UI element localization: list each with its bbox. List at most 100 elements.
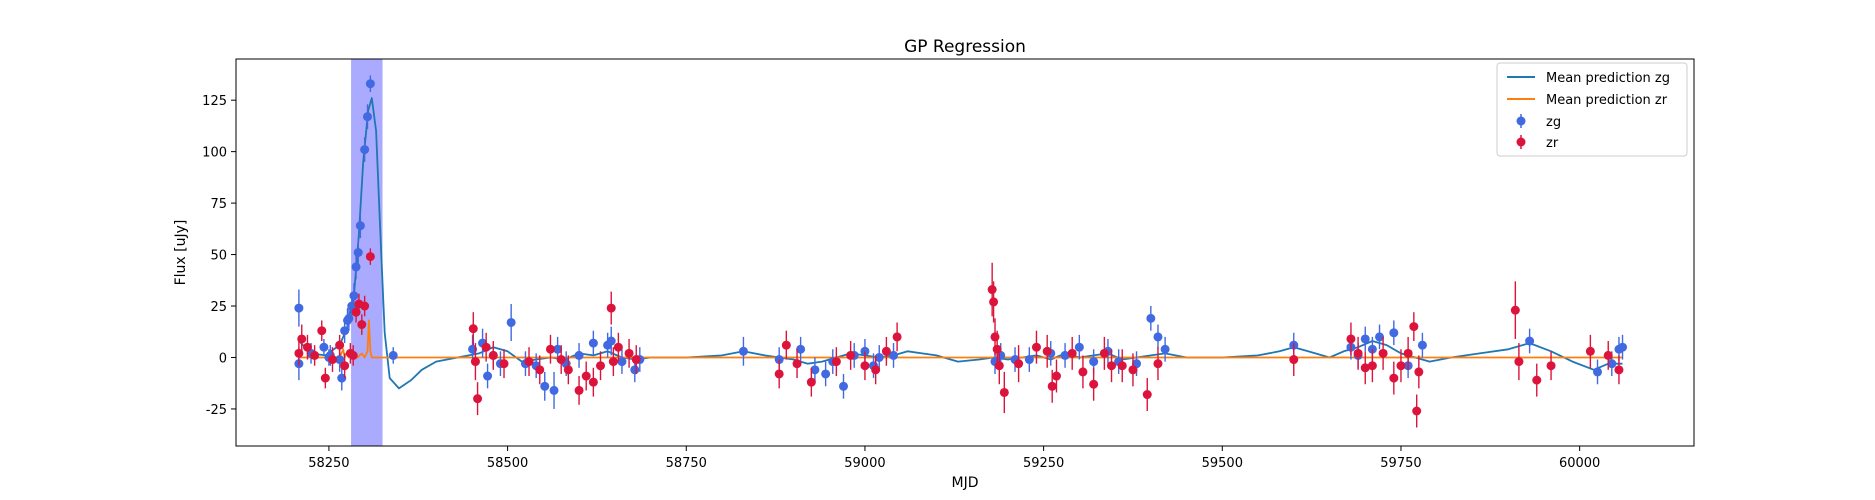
point-zg [1146, 313, 1156, 323]
point-zg [588, 338, 598, 348]
point-zr [1614, 365, 1624, 375]
point-zg [574, 350, 584, 360]
point-zr [556, 355, 566, 365]
point-zg [294, 303, 304, 313]
point-zr [581, 371, 591, 381]
legend-label-zg: zg [1546, 115, 1561, 130]
x-axis-ticks: 58250 58500 58750 59000 59250 59500 59750 60000 [308, 446, 1600, 471]
point-zr [987, 285, 997, 295]
point-zr [317, 326, 327, 336]
point-zr [310, 350, 320, 360]
point-zg [319, 342, 329, 352]
point-zg [549, 385, 559, 395]
point-zg [1060, 350, 1070, 360]
point-zr [1360, 363, 1370, 373]
point-zr [1107, 361, 1117, 371]
point-zg [630, 365, 640, 375]
point-zg [351, 262, 361, 272]
point-zr [846, 350, 856, 360]
y-tick-label: 50 [210, 249, 227, 264]
point-zr [545, 344, 555, 354]
point-zr [1603, 350, 1613, 360]
point-zr [1117, 361, 1127, 371]
point-zg [353, 248, 363, 257]
point-zr [1047, 381, 1057, 391]
point-zg [506, 317, 516, 327]
point-zg [889, 350, 899, 360]
point-zg [363, 112, 373, 122]
point-zr [1396, 361, 1406, 371]
point-zr [499, 359, 509, 369]
point-zr [365, 252, 375, 262]
y-tick-label: 25 [210, 300, 227, 315]
point-zr [348, 350, 358, 360]
x-tick-label: 59250 [1023, 456, 1064, 471]
point-zr [608, 357, 618, 367]
point-zr [1031, 342, 1041, 352]
point-zg [1618, 342, 1628, 352]
series-layer [294, 75, 1628, 428]
point-zg [1607, 359, 1617, 369]
point-zg [606, 336, 616, 346]
point-zr [989, 297, 999, 307]
y-tick-label: 125 [202, 94, 227, 109]
point-zr [1078, 367, 1088, 377]
point-zr [1099, 348, 1109, 358]
y-axis-label: Flux [uJy] [173, 220, 189, 286]
point-zr [999, 387, 1009, 397]
point-zr [340, 361, 350, 371]
point-zr [631, 355, 641, 365]
point-zr [881, 346, 891, 356]
legend-label-mean-zr: Mean prediction zr [1546, 93, 1668, 108]
point-zr [1367, 361, 1377, 371]
point-zg [1153, 332, 1163, 342]
point-zg [796, 344, 806, 354]
point-zr [1014, 359, 1024, 369]
point-zr [1389, 373, 1399, 383]
point-zr [806, 377, 816, 387]
y-tick-label: 75 [210, 197, 227, 212]
point-zg [483, 371, 493, 381]
point-zr [1412, 406, 1422, 416]
point-zg [1593, 367, 1603, 377]
line-mean-prediction-zr [298, 319, 1623, 359]
point-zr [1353, 348, 1363, 358]
point-zg [1375, 332, 1385, 342]
series-mean-prediction-zg [298, 97, 1623, 390]
point-zr [871, 365, 881, 375]
x-tick-label: 60000 [1559, 456, 1600, 471]
point-zg [738, 346, 748, 356]
point-zr [1532, 375, 1542, 385]
point-zr [892, 332, 902, 342]
series-mean-prediction-zr [298, 319, 1623, 359]
point-zr [1067, 348, 1077, 358]
point-zr [994, 361, 1004, 371]
point-zr [1051, 371, 1061, 381]
point-zr [473, 394, 483, 404]
point-zr [302, 342, 312, 352]
point-zg [1074, 342, 1084, 352]
point-zr [792, 359, 802, 369]
point-zr [360, 301, 370, 311]
point-zr [624, 348, 634, 358]
point-zr [1142, 390, 1152, 400]
point-zr [1409, 322, 1419, 332]
point-zr [1546, 361, 1556, 371]
point-zg [1525, 336, 1535, 346]
point-zr [488, 350, 498, 360]
point-zr [1585, 346, 1595, 356]
point-zg [839, 381, 848, 391]
point-zg [388, 350, 398, 360]
point-zr [524, 357, 534, 367]
point-zr [1514, 357, 1524, 367]
point-zr [470, 357, 480, 367]
point-zr [468, 324, 478, 334]
y-tick-label: 100 [202, 146, 227, 161]
point-zg [1089, 357, 1099, 367]
point-zr [327, 355, 337, 365]
line-mean-prediction-zg [298, 97, 1623, 390]
point-zg [335, 355, 345, 365]
point-zr [831, 357, 841, 367]
